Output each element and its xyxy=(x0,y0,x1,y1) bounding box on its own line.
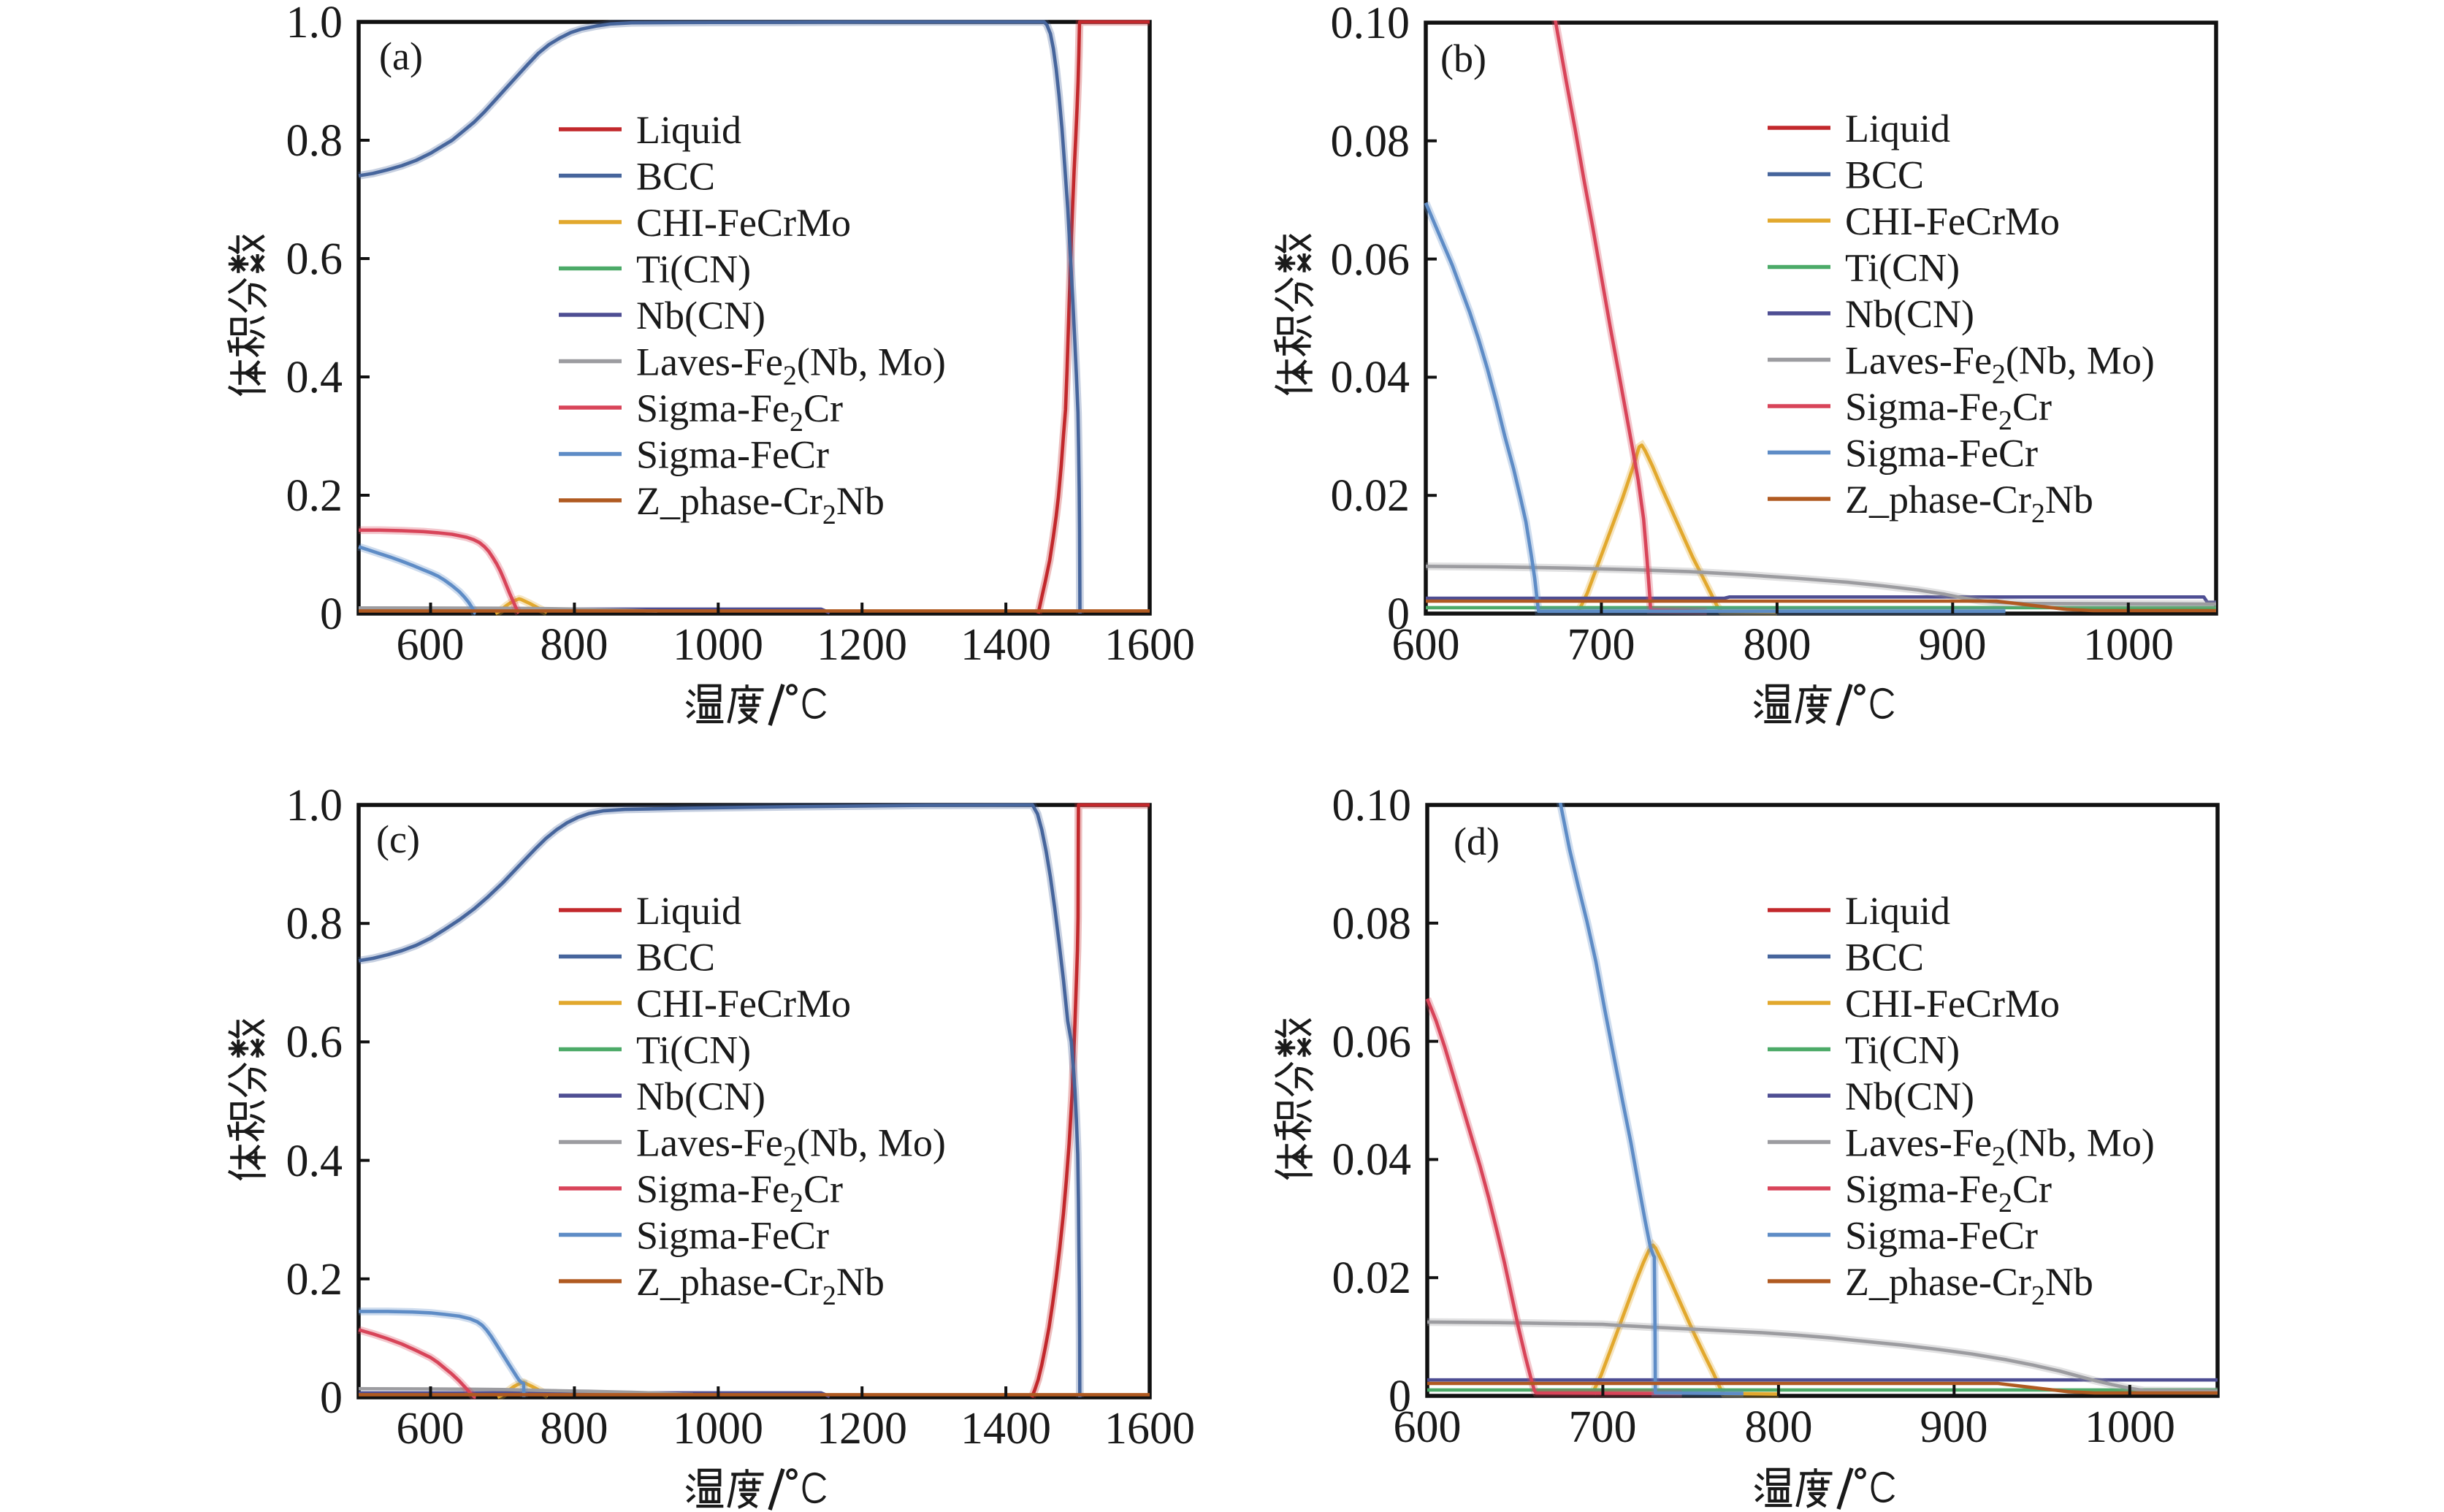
svg-text:1600: 1600 xyxy=(1104,1404,1195,1454)
svg-text:0.02: 0.02 xyxy=(1331,471,1410,521)
svg-text:Liquid: Liquid xyxy=(636,108,741,152)
svg-text:Z_phase-Cr2Nb: Z_phase-Cr2Nb xyxy=(636,1260,885,1311)
svg-text:Z_phase-Cr2Nb: Z_phase-Cr2Nb xyxy=(1845,478,2093,529)
svg-text:Liquid: Liquid xyxy=(636,889,741,933)
svg-text:900: 900 xyxy=(1919,620,1987,670)
svg-text:Sigma-FeCr: Sigma-FeCr xyxy=(1845,1214,2038,1258)
svg-text:1000: 1000 xyxy=(673,1404,763,1454)
svg-text:800: 800 xyxy=(1745,1402,1813,1452)
svg-text:0.08: 0.08 xyxy=(1332,899,1412,949)
svg-text:700: 700 xyxy=(1569,1402,1637,1452)
svg-text:0: 0 xyxy=(320,1373,343,1423)
svg-text:Liquid: Liquid xyxy=(1845,107,1950,150)
svg-text:Nb(CN): Nb(CN) xyxy=(1845,292,1974,336)
svg-text:Sigma-Fe2Cr: Sigma-Fe2Cr xyxy=(636,386,843,438)
svg-text:800: 800 xyxy=(541,620,608,670)
svg-text:Sigma-FeCr: Sigma-FeCr xyxy=(636,1214,829,1258)
svg-text:BCC: BCC xyxy=(636,936,715,980)
svg-text:Z_phase-Cr2Nb: Z_phase-Cr2Nb xyxy=(636,479,885,530)
svg-text:Sigma-FeCr: Sigma-FeCr xyxy=(636,433,829,477)
svg-text:Nb(CN): Nb(CN) xyxy=(636,294,765,337)
svg-text:(c): (c) xyxy=(376,817,420,861)
svg-text:CHI-FeCrMo: CHI-FeCrMo xyxy=(636,201,851,245)
svg-text:Laves-Fe2(Nb, Mo): Laves-Fe2(Nb, Mo) xyxy=(636,340,946,392)
svg-text:BCC: BCC xyxy=(1845,153,1924,197)
svg-text:Ti(CN): Ti(CN) xyxy=(636,248,751,291)
svg-text:0.06: 0.06 xyxy=(1331,235,1410,285)
svg-text:Ti(CN): Ti(CN) xyxy=(636,1028,751,1072)
svg-text:0.02: 0.02 xyxy=(1332,1253,1412,1303)
svg-text:1200: 1200 xyxy=(817,620,907,670)
svg-text:1000: 1000 xyxy=(2085,1402,2175,1452)
svg-text:1400: 1400 xyxy=(961,1404,1051,1454)
svg-text:0.06: 0.06 xyxy=(1332,1017,1412,1067)
svg-text:0.10: 0.10 xyxy=(1332,781,1412,831)
svg-text:1000: 1000 xyxy=(673,620,763,670)
svg-text:900: 900 xyxy=(1920,1402,1988,1452)
svg-text:CHI-FeCrMo: CHI-FeCrMo xyxy=(1845,982,2060,1026)
svg-text:Sigma-Fe2Cr: Sigma-Fe2Cr xyxy=(636,1167,843,1218)
svg-text:1000: 1000 xyxy=(2083,620,2174,670)
svg-text:Z_phase-Cr2Nb: Z_phase-Cr2Nb xyxy=(1845,1260,2093,1311)
svg-text:Sigma-Fe2Cr: Sigma-Fe2Cr xyxy=(1845,385,2052,436)
svg-text:0.08: 0.08 xyxy=(1331,117,1410,167)
svg-text:0.6: 0.6 xyxy=(286,1017,343,1067)
svg-text:0.04: 0.04 xyxy=(1332,1135,1412,1185)
svg-text:CHI-FeCrMo: CHI-FeCrMo xyxy=(636,982,851,1026)
svg-text:1.0: 1.0 xyxy=(286,781,343,831)
svg-text:0: 0 xyxy=(1389,1372,1411,1421)
svg-text:Sigma-FeCr: Sigma-FeCr xyxy=(1845,432,2038,476)
svg-text:600: 600 xyxy=(397,1404,465,1454)
svg-text:0.8: 0.8 xyxy=(286,899,343,949)
svg-text:1400: 1400 xyxy=(961,620,1051,670)
svg-text:CHI-FeCrMo: CHI-FeCrMo xyxy=(1845,199,2060,243)
svg-text:Ti(CN): Ti(CN) xyxy=(1845,1028,1960,1072)
svg-text:0: 0 xyxy=(320,589,343,639)
svg-text:Sigma-Fe2Cr: Sigma-Fe2Cr xyxy=(1845,1167,2052,1218)
svg-text:BCC: BCC xyxy=(636,155,715,199)
svg-text:0.4: 0.4 xyxy=(286,1137,343,1186)
svg-text:Nb(CN): Nb(CN) xyxy=(1845,1074,1974,1118)
svg-text:0.8: 0.8 xyxy=(286,116,343,166)
svg-text:600: 600 xyxy=(1392,620,1460,670)
svg-text:1.0: 1.0 xyxy=(286,0,343,47)
svg-text:0.4: 0.4 xyxy=(286,353,343,402)
svg-text:Nb(CN): Nb(CN) xyxy=(636,1074,765,1118)
svg-text:800: 800 xyxy=(541,1404,608,1454)
svg-text:(b): (b) xyxy=(1440,37,1486,80)
svg-text:600: 600 xyxy=(1394,1402,1462,1452)
svg-text:Liquid: Liquid xyxy=(1845,889,1950,933)
svg-text:0.6: 0.6 xyxy=(286,234,343,284)
svg-text:0.2: 0.2 xyxy=(286,1255,343,1305)
svg-text:0.04: 0.04 xyxy=(1331,353,1410,402)
svg-text:BCC: BCC xyxy=(1845,936,1924,980)
svg-text:800: 800 xyxy=(1744,620,1811,670)
svg-text:(d): (d) xyxy=(1454,820,1500,863)
svg-text:1200: 1200 xyxy=(817,1404,907,1454)
svg-text:0: 0 xyxy=(1387,589,1410,639)
svg-text:(a): (a) xyxy=(379,34,423,78)
svg-text:0.10: 0.10 xyxy=(1331,0,1410,48)
svg-text:600: 600 xyxy=(397,620,465,670)
svg-text:Ti(CN): Ti(CN) xyxy=(1845,246,1960,290)
svg-text:1600: 1600 xyxy=(1104,620,1195,670)
svg-text:700: 700 xyxy=(1567,620,1635,670)
svg-text:0.2: 0.2 xyxy=(286,471,343,521)
